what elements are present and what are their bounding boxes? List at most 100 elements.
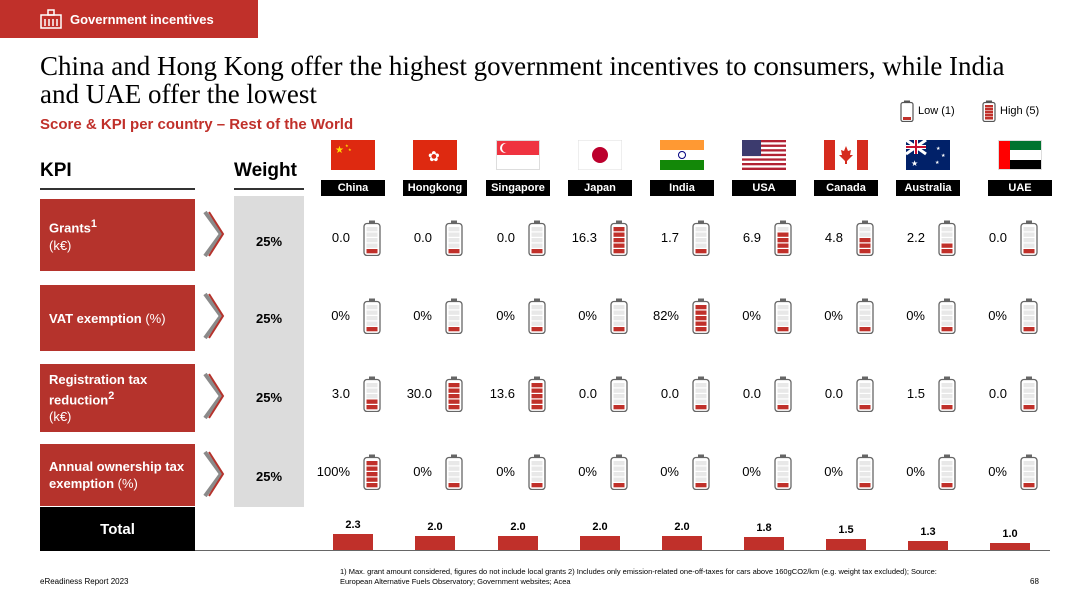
kpi-vat-exemption: VAT exemption (%)	[40, 285, 195, 351]
battery-score-icon	[1020, 454, 1038, 490]
kpi-value: 0%	[988, 464, 1007, 479]
legend-high: High (5)	[982, 100, 1039, 122]
kpi-value: 2.2	[906, 230, 925, 245]
kpi-footnote-ref: 1	[90, 218, 97, 231]
header-divider	[234, 188, 304, 190]
weight-value: 25%	[255, 311, 283, 326]
svg-text:★: ★	[348, 147, 352, 152]
kpi-value: 6.9	[742, 230, 761, 245]
battery-low-icon	[900, 100, 914, 122]
battery-score-icon	[692, 376, 710, 412]
total-value: 1.8	[756, 522, 772, 534]
total-value: 1.5	[838, 524, 854, 536]
kpi-footnote-ref: 2	[108, 389, 115, 402]
battery-score-icon	[445, 454, 463, 490]
country-label: USA	[732, 180, 796, 196]
battery-score-icon	[938, 454, 956, 490]
singapore-flag-icon	[496, 140, 540, 170]
weight-header: Weight	[234, 160, 297, 181]
kpi-value: 13.6	[489, 386, 515, 401]
battery-score-icon	[774, 298, 792, 334]
kpi-value: 100%	[316, 464, 350, 479]
battery-score-icon	[692, 298, 710, 334]
svg-text:★: ★	[935, 160, 940, 166]
total-bar	[908, 541, 948, 550]
kpi-value: 3.0	[331, 386, 350, 401]
battery-score-icon	[610, 376, 628, 412]
kpi-unit: (k€)	[49, 409, 72, 425]
chevron-right-icon	[203, 450, 225, 498]
report-name: eReadiness Report 2023	[40, 577, 129, 586]
battery-score-icon	[1020, 220, 1038, 256]
country-label: UAE	[988, 180, 1052, 196]
kpi-value: 0%	[578, 464, 597, 479]
battery-score-icon	[856, 298, 874, 334]
footnote: 1) Max. grant amount considered, figures…	[340, 567, 937, 586]
svg-text:★: ★	[345, 143, 349, 148]
china-flag-icon: ★ ★ ★	[331, 140, 375, 170]
usa-flag-icon	[742, 140, 786, 170]
kpi-value: 0.0	[988, 230, 1007, 245]
kpi-value: 0.0	[660, 386, 679, 401]
kpi-value: 1.5	[906, 386, 925, 401]
battery-score-icon	[774, 376, 792, 412]
weight-column	[234, 196, 304, 507]
section-tag: Government incentives	[0, 0, 258, 38]
kpi-value: 0%	[578, 308, 597, 323]
country-label: Canada	[814, 180, 878, 196]
battery-score-icon	[363, 454, 381, 490]
battery-score-icon	[1020, 376, 1038, 412]
total-value: 1.3	[920, 526, 936, 538]
kpi-value: 16.3	[571, 230, 597, 245]
battery-score-icon	[692, 454, 710, 490]
battery-score-icon	[856, 376, 874, 412]
page-subtitle: Score & KPI per country – Rest of the Wo…	[40, 116, 354, 133]
kpi-value: 0%	[660, 464, 679, 479]
battery-score-icon	[445, 376, 463, 412]
building-icon	[40, 9, 62, 29]
total-bar	[580, 536, 620, 550]
battery-score-icon	[856, 454, 874, 490]
battery-score-icon	[445, 220, 463, 256]
battery-score-icon	[610, 298, 628, 334]
country-label: Hongkong	[403, 180, 467, 196]
battery-score-icon	[938, 376, 956, 412]
kpi-value: 82%	[652, 308, 679, 323]
kpi-value: 0.0	[413, 230, 432, 245]
india-flag-icon	[660, 140, 704, 170]
kpi-value: 0.0	[988, 386, 1007, 401]
chevron-right-icon	[203, 210, 225, 258]
kpi-value: 0.0	[742, 386, 761, 401]
kpi-value: 30.0	[406, 386, 432, 401]
battery-score-icon	[528, 376, 546, 412]
total-bar	[662, 536, 702, 550]
kpi-value: 0%	[742, 464, 761, 479]
kpi-value: 1.7	[660, 230, 679, 245]
battery-score-icon	[938, 220, 956, 256]
battery-score-icon	[774, 220, 792, 256]
kpi-value: 0%	[742, 308, 761, 323]
total-bar	[826, 539, 866, 550]
header-divider	[40, 188, 195, 190]
battery-score-icon	[692, 220, 710, 256]
weight-value: 25%	[255, 234, 283, 249]
kpi-header: KPI	[40, 160, 72, 181]
svg-text:✿: ✿	[428, 149, 440, 165]
total-value: 2.0	[427, 521, 443, 533]
legend-high-label: High (5)	[1000, 105, 1040, 117]
country-label: Australia	[896, 180, 960, 196]
total-baseline	[195, 550, 1050, 551]
legend-low-label: Low (1)	[918, 105, 955, 117]
battery-score-icon	[938, 298, 956, 334]
chevron-right-icon	[203, 292, 225, 340]
kpi-unit: (%)	[117, 476, 138, 491]
kpi-name: Annual ownership tax exemption	[49, 459, 185, 491]
total-value: 2.0	[592, 521, 608, 533]
kpi-value: 0%	[331, 308, 350, 323]
kpi-value: 0%	[824, 464, 843, 479]
hongkong-flag-icon: ✿	[413, 140, 457, 170]
page-number: 68	[1030, 577, 1039, 586]
kpi-value: 0.0	[331, 230, 350, 245]
canada-flag-icon	[824, 140, 868, 170]
kpi-ownership-tax: Annual ownership tax exemption (%)	[40, 444, 195, 506]
